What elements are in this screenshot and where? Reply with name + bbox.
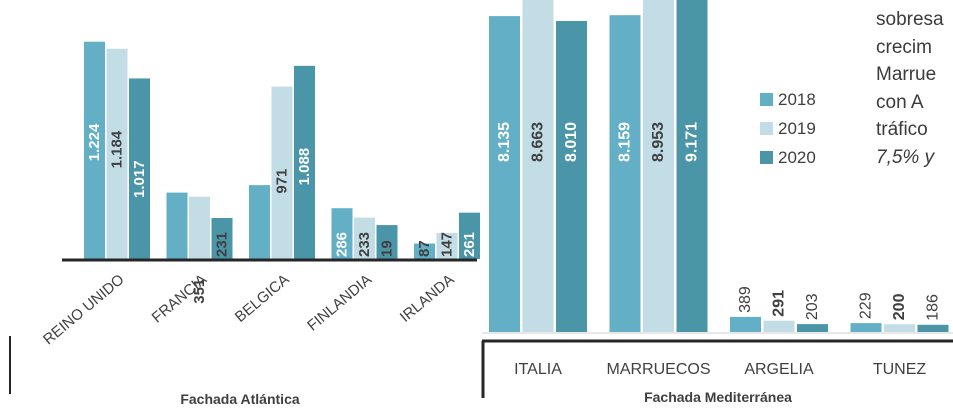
data-label: 19 bbox=[379, 240, 396, 257]
data-label: 351 bbox=[191, 279, 208, 304]
bar-2020 bbox=[294, 65, 315, 259]
side-text-line: sobresa bbox=[876, 9, 944, 30]
bar-2020 bbox=[459, 212, 480, 259]
bar-2019 bbox=[522, 0, 554, 333]
x-tick-label: IRLANDA bbox=[397, 271, 458, 326]
legend-swatch-2018 bbox=[760, 93, 773, 106]
data-label: 8.159 bbox=[617, 122, 634, 162]
bar-2018 bbox=[850, 323, 882, 332]
x-tick-label: TUNEZ bbox=[873, 361, 927, 378]
x-tick-label: ARGELIA bbox=[744, 361, 814, 378]
data-label: 1.224 bbox=[86, 123, 103, 161]
bar-2019 bbox=[354, 217, 375, 259]
mediterranean-chart: 8.135 8.663 8.010 ITALIA 8.159 8.953 9.171 MARR… bbox=[481, 0, 953, 405]
bar-2018 bbox=[730, 316, 761, 332]
data-label: 229 bbox=[858, 292, 875, 319]
data-label: 8.135 bbox=[496, 122, 513, 162]
bar-2020 bbox=[797, 324, 828, 332]
bar-2020 bbox=[917, 324, 949, 332]
data-label: 203 bbox=[804, 293, 821, 320]
data-label: 286 bbox=[334, 232, 351, 257]
bar-2018 bbox=[249, 185, 270, 259]
x-tick-label: FINLANDIA bbox=[304, 271, 375, 334]
data-label: 8.663 bbox=[530, 122, 547, 162]
bar-2019 bbox=[884, 324, 915, 332]
data-label: 8.010 bbox=[563, 122, 580, 162]
data-label: 291 bbox=[771, 290, 788, 317]
side-text-line: tráfico bbox=[876, 119, 928, 140]
bar-2020 bbox=[556, 20, 587, 333]
x-axis-title: Fachada Mediterránea bbox=[644, 389, 792, 405]
data-label: 261 bbox=[461, 232, 478, 257]
data-label: 389 bbox=[737, 286, 754, 313]
bar-2019 bbox=[271, 86, 293, 259]
data-label: 416 bbox=[251, 267, 268, 292]
side-text-line: con A bbox=[876, 91, 924, 113]
data-label: 231 bbox=[214, 232, 231, 257]
bar-2018 bbox=[84, 41, 105, 260]
legend-swatch-2020 bbox=[760, 151, 773, 164]
data-label: 1.088 bbox=[296, 148, 313, 186]
bar-2018 bbox=[489, 16, 520, 332]
bar-2020 bbox=[211, 217, 233, 259]
data-label: 8.953 bbox=[650, 122, 667, 162]
data-label: 1.184 bbox=[109, 130, 126, 168]
bar-2019 bbox=[763, 320, 795, 332]
data-label: 186 bbox=[925, 294, 942, 321]
x-tick-label: ITALIA bbox=[514, 361, 562, 378]
data-label: 374 bbox=[169, 274, 186, 300]
bar-2020 bbox=[376, 225, 398, 259]
legend-entry: 2018 bbox=[778, 90, 816, 109]
x-tick-label: REINO UNIDO bbox=[40, 271, 128, 348]
side-text-block: sobresa crecim Marrue con A tráfico 7,5%… bbox=[876, 6, 953, 171]
side-text-line: crecim bbox=[876, 36, 932, 58]
data-label: 200 bbox=[891, 293, 908, 320]
x-axis-title: Fachada Atlántica bbox=[180, 391, 300, 407]
bar-2019 bbox=[106, 48, 128, 259]
bar-2018 bbox=[331, 208, 353, 259]
data-label: 233 bbox=[356, 232, 373, 257]
bar-2019 bbox=[643, 0, 674, 332]
legend-entry: 2019 bbox=[778, 119, 816, 138]
data-label: 87 bbox=[416, 240, 433, 257]
legend: 2018 2019 2020 bbox=[760, 90, 816, 167]
bar-2018 bbox=[414, 243, 435, 259]
legend-entry: 2020 bbox=[778, 148, 816, 167]
bar-2019 bbox=[189, 196, 210, 259]
bar-2019 bbox=[436, 232, 458, 259]
bar-2020 bbox=[676, 0, 708, 332]
data-label: 1.017 bbox=[131, 160, 148, 198]
side-text-line: 7,5% y bbox=[876, 146, 935, 168]
x-tick-label: MARRUECOS bbox=[606, 361, 710, 378]
bar-2018 bbox=[609, 15, 641, 333]
bar-2018 bbox=[166, 192, 188, 259]
side-text-line: Marrue bbox=[876, 64, 937, 85]
bar-2020 bbox=[129, 78, 150, 260]
data-label: 9.171 bbox=[684, 122, 701, 162]
data-label: 147 bbox=[439, 232, 456, 257]
legend-swatch-2019 bbox=[760, 122, 773, 135]
data-label: 971 bbox=[274, 169, 291, 194]
